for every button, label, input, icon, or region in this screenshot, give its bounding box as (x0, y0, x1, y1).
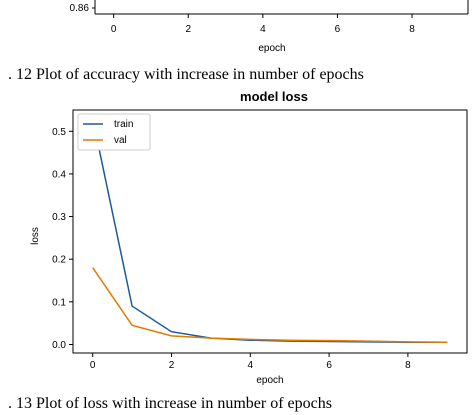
loss-chart-title: model loss (240, 89, 308, 104)
accuracy-x-tick-label: 0 (111, 24, 117, 35)
accuracy-x-axis-label: epoch (258, 43, 285, 54)
loss-series-line-train (91, 118, 448, 344)
accuracy-x-tick-label: 4 (260, 24, 266, 35)
accuracy-chart-fragment: 0.86 0 2 4 6 8 epoch (70, 0, 469, 54)
legend-box (77, 113, 151, 151)
loss-y-tick-label: 0.3 (52, 212, 66, 223)
loss-x-tick-label: 4 (248, 360, 254, 371)
accuracy-x-tick-label: 6 (335, 24, 341, 35)
loss-x-tick-label: 6 (326, 360, 332, 371)
accuracy-x-tick-label: 8 (409, 24, 415, 35)
loss-x-tick-label: 2 (169, 360, 175, 371)
accuracy-x-ticks: 0 2 4 6 8 (111, 14, 415, 35)
legend-val-label: val (114, 135, 127, 146)
loss-plot-area (72, 109, 468, 354)
loss-x-tick-label: 8 (405, 360, 411, 371)
loss-x-tick-label: 0 (90, 360, 96, 371)
loss-series-line-val (92, 267, 448, 344)
loss-x-axis-label: epoch (256, 375, 283, 386)
figure-12-caption: . 12 Plot of accuracy with increase in n… (8, 66, 364, 83)
loss-series-lines (91, 118, 448, 344)
accuracy-x-tick-label: 2 (185, 24, 191, 35)
figure-13-caption: . 13 Plot of loss with increase in numbe… (8, 395, 332, 412)
loss-y-tick-label: 0.2 (52, 255, 66, 266)
loss-y-tick-label: 0.5 (52, 127, 66, 138)
loss-chart: model loss 0.0 0.1 0.2 0.3 0.4 0.5 0 2 4 6 8 loss… (30, 89, 468, 386)
loss-y-tick-label: 0.0 (52, 340, 66, 351)
loss-y-tick-label: 0.1 (52, 297, 66, 308)
loss-legend: train val (77, 113, 151, 151)
loss-x-ticks: 0 2 4 6 8 (90, 353, 411, 371)
loss-y-ticks: 0.0 0.1 0.2 0.3 0.4 0.5 (52, 127, 73, 351)
legend-train-label: train (114, 119, 133, 130)
loss-y-tick-label: 0.4 (52, 169, 66, 180)
accuracy-y-tick-label: 0.86 (70, 3, 90, 14)
loss-y-axis-label: loss (30, 227, 41, 245)
